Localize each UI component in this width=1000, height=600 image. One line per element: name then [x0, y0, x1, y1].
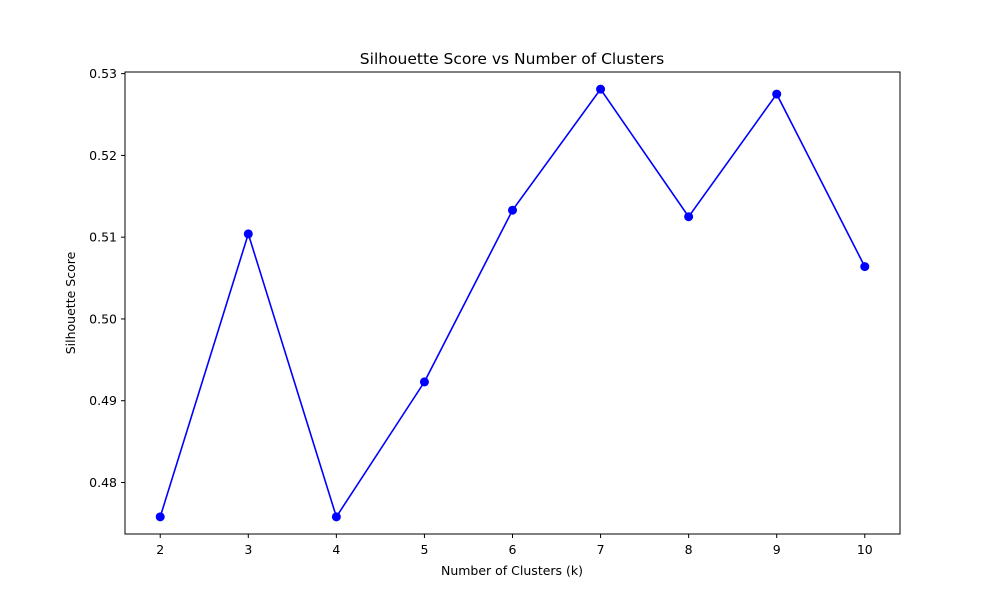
- x-axis-label: Number of Clusters (k): [441, 563, 583, 578]
- data-point: [860, 262, 870, 272]
- series-line: [159, 87, 866, 519]
- x-tick-label: 3: [244, 542, 252, 557]
- x-tick-label: 10: [857, 542, 873, 557]
- axis-ticks: 2 3 4 5 6 7 8 9 10 0.48 0.49 0.50 0.51 0.52 0.53: [89, 66, 873, 557]
- data-point: [155, 512, 165, 522]
- data-point: [684, 212, 694, 222]
- x-tick-label: 9: [773, 542, 781, 557]
- plot-area-frame: [124, 71, 901, 535]
- data-point: [596, 84, 606, 94]
- x-tick-label: 7: [597, 542, 605, 557]
- x-tick-label: 6: [509, 542, 517, 557]
- data-point: [331, 512, 341, 522]
- series-line-layer: [159, 87, 866, 519]
- chart-title: Silhouette Score vs Number of Clusters: [360, 50, 664, 68]
- y-tick-label: 0.50: [89, 311, 117, 326]
- y-tick-label: 0.48: [89, 475, 117, 490]
- x-tick-label: 2: [156, 542, 164, 557]
- data-point: [508, 205, 517, 215]
- y-axis-label: Silhouette Score: [63, 251, 78, 354]
- data-markers: [155, 84, 870, 522]
- y-tick-label: 0.53: [89, 66, 117, 81]
- y-tick-label: 0.52: [89, 148, 117, 163]
- x-tick-label: 4: [332, 542, 340, 557]
- x-tick-label: 8: [685, 542, 693, 557]
- data-point: [772, 89, 782, 99]
- x-tick-label: 5: [420, 542, 428, 557]
- y-tick-label: 0.49: [89, 393, 117, 408]
- y-tick-label: 0.51: [89, 230, 117, 245]
- data-point: [243, 229, 253, 239]
- data-point: [419, 377, 429, 387]
